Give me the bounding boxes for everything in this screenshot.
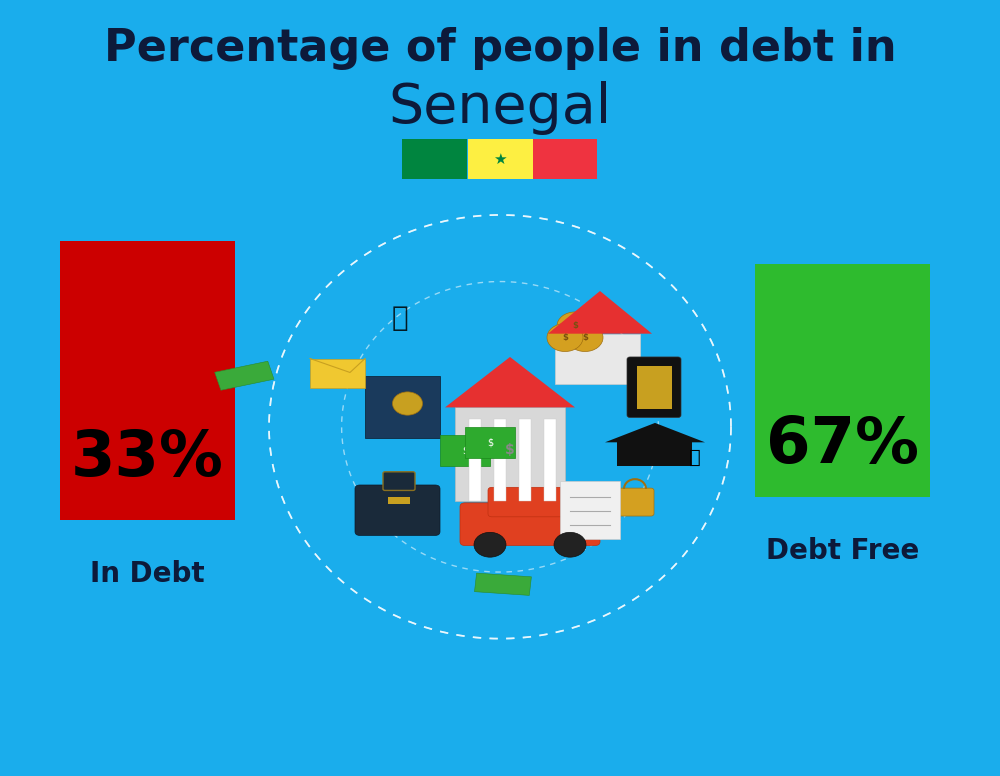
Text: In Debt: In Debt <box>90 560 205 588</box>
Text: $: $ <box>572 321 578 331</box>
FancyBboxPatch shape <box>455 407 565 501</box>
FancyBboxPatch shape <box>494 419 506 501</box>
Polygon shape <box>605 423 705 442</box>
FancyBboxPatch shape <box>617 441 692 466</box>
FancyBboxPatch shape <box>215 361 274 390</box>
FancyBboxPatch shape <box>468 139 532 179</box>
FancyBboxPatch shape <box>465 427 515 458</box>
Circle shape <box>547 324 583 352</box>
FancyBboxPatch shape <box>755 264 930 497</box>
Text: $: $ <box>582 333 588 342</box>
FancyBboxPatch shape <box>532 139 597 179</box>
Text: Debt Free: Debt Free <box>766 537 919 565</box>
Text: Senegal: Senegal <box>388 81 612 136</box>
FancyBboxPatch shape <box>310 359 365 388</box>
Circle shape <box>554 532 586 557</box>
FancyBboxPatch shape <box>560 481 620 539</box>
FancyBboxPatch shape <box>402 139 467 179</box>
Text: $: $ <box>562 333 568 342</box>
FancyBboxPatch shape <box>383 472 415 490</box>
Circle shape <box>393 392 423 415</box>
Circle shape <box>474 532 506 557</box>
FancyBboxPatch shape <box>499 455 558 480</box>
Text: ★: ★ <box>493 151 507 167</box>
Circle shape <box>557 312 593 340</box>
Polygon shape <box>548 291 652 334</box>
FancyBboxPatch shape <box>388 497 410 504</box>
FancyBboxPatch shape <box>627 357 681 417</box>
Text: 🦅: 🦅 <box>392 304 408 332</box>
FancyBboxPatch shape <box>555 334 640 384</box>
Polygon shape <box>445 357 575 407</box>
FancyBboxPatch shape <box>355 485 440 535</box>
FancyBboxPatch shape <box>60 241 235 520</box>
FancyBboxPatch shape <box>460 503 600 546</box>
Text: $: $ <box>505 443 515 457</box>
FancyBboxPatch shape <box>637 366 672 409</box>
FancyBboxPatch shape <box>616 488 654 516</box>
FancyBboxPatch shape <box>365 376 440 438</box>
Circle shape <box>567 324 603 352</box>
FancyBboxPatch shape <box>544 419 556 501</box>
Text: $: $ <box>487 438 493 447</box>
FancyBboxPatch shape <box>488 487 571 517</box>
Text: 🎓: 🎓 <box>689 449 701 467</box>
Text: 33%: 33% <box>71 428 224 490</box>
FancyBboxPatch shape <box>440 435 490 466</box>
FancyBboxPatch shape <box>469 419 481 501</box>
Text: Percentage of people in debt in: Percentage of people in debt in <box>104 27 896 70</box>
Text: 67%: 67% <box>766 414 919 476</box>
FancyBboxPatch shape <box>475 573 531 595</box>
Text: $: $ <box>462 445 468 455</box>
FancyBboxPatch shape <box>519 419 531 501</box>
